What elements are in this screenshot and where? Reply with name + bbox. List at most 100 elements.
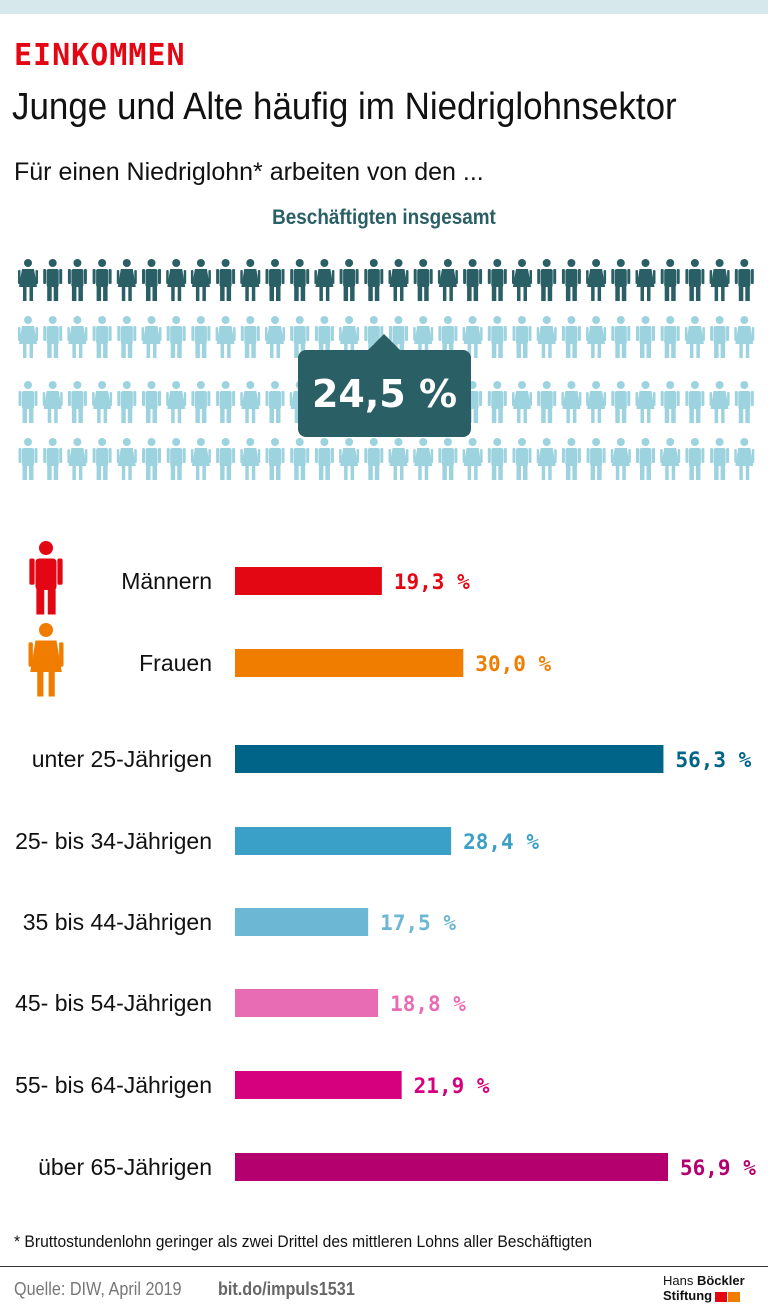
- person-icon: [141, 316, 162, 358]
- person-icon: [611, 259, 631, 301]
- person-icon: [92, 381, 113, 423]
- person-icon: [536, 438, 557, 480]
- footnote: * Bruttostundenlohn geringer als zwei Dr…: [14, 1232, 593, 1251]
- person-icon: [265, 438, 285, 480]
- bar: [235, 1153, 669, 1181]
- category-label: 25- bis 34-Jährigen: [15, 828, 212, 854]
- person-icon: [610, 438, 631, 480]
- divider: [0, 1266, 768, 1267]
- top-bar: [0, 0, 768, 14]
- person-icon: [116, 438, 137, 480]
- person-icon: [709, 259, 730, 301]
- person-icon: [67, 438, 88, 480]
- page-title: Junge und Alte häufig im Niedriglohnsekt…: [12, 86, 677, 128]
- logo-square-orange: [728, 1291, 741, 1302]
- person-icon: [190, 438, 211, 480]
- value-label: 56,9 %: [680, 1156, 756, 1180]
- person-icon: [166, 381, 187, 423]
- person-icon: [116, 259, 137, 301]
- person-icon: [586, 259, 607, 301]
- person-icon: [142, 438, 161, 480]
- person-icon: [314, 259, 335, 301]
- person-icon: [710, 438, 730, 480]
- person-icon: [215, 316, 236, 358]
- value-label: 18,8 %: [390, 992, 466, 1016]
- person-icon: [190, 259, 211, 301]
- person-icon: [710, 316, 730, 358]
- person-icon: [67, 381, 87, 423]
- person-icon: [586, 381, 607, 423]
- person-icon: [438, 438, 458, 480]
- person-icon: [635, 259, 656, 301]
- source: Quelle: DIW, April 2019: [14, 1279, 182, 1299]
- person-icon: [512, 259, 532, 301]
- person-icon: [734, 316, 755, 358]
- person-icon: [537, 259, 557, 301]
- category-label: 45- bis 54-Jährigen: [15, 990, 212, 1016]
- bar: [235, 649, 464, 677]
- person-icon: [92, 438, 112, 480]
- kicker: EINKOMMEN: [14, 38, 186, 73]
- person-icon: [487, 259, 507, 301]
- person-icon: [413, 259, 433, 301]
- value-label: 21,9 %: [414, 1074, 490, 1098]
- person-icon: [92, 316, 112, 358]
- person-icon: [117, 316, 137, 358]
- person-icon: [561, 381, 582, 423]
- person-icon: [413, 438, 434, 480]
- person-icon: [512, 316, 532, 358]
- person-icon: [191, 381, 211, 423]
- person-icon: [512, 438, 532, 480]
- value-label: 17,5 %: [380, 911, 456, 935]
- logo-text: Böckler: [696, 1273, 745, 1288]
- female-person-icon: [28, 623, 64, 697]
- person-icon: [67, 316, 88, 358]
- person-icon: [339, 259, 359, 301]
- bar: [235, 567, 382, 595]
- total-value-callout: 24,5 %: [298, 334, 471, 437]
- bar: [235, 827, 452, 855]
- person-icon: [734, 259, 754, 301]
- person-icon: [216, 438, 236, 480]
- person-icon: [166, 316, 186, 358]
- person-icon: [43, 259, 63, 301]
- person-icon: [636, 438, 655, 480]
- category-label: Männern: [121, 568, 212, 594]
- person-icon: [364, 438, 384, 480]
- person-icon: [512, 381, 532, 423]
- value-label: 19,3 %: [394, 570, 470, 594]
- person-icon: [660, 259, 680, 301]
- person-icon: [537, 381, 557, 423]
- person-icon: [18, 438, 38, 480]
- male-person-icon: [29, 541, 63, 615]
- person-icon: [685, 381, 705, 423]
- person-icon: [18, 381, 38, 423]
- person-icon: [586, 438, 606, 480]
- person-icon: [635, 381, 656, 423]
- person-icon: [339, 438, 360, 480]
- person-icon: [487, 381, 507, 423]
- person-icon: [265, 381, 285, 423]
- person-icon: [462, 438, 483, 480]
- person-icon: [413, 316, 434, 358]
- person-icon: [734, 381, 754, 423]
- person-icon: [561, 438, 581, 480]
- person-icon: [660, 316, 680, 358]
- person-icon: [660, 381, 680, 423]
- person-icon: [42, 381, 63, 423]
- category-label: 55- bis 64-Jährigen: [15, 1072, 212, 1098]
- source-link[interactable]: bit.do/impuls1531: [218, 1279, 355, 1299]
- person-icon: [43, 438, 63, 480]
- person-icon: [240, 259, 261, 301]
- bar: [235, 989, 379, 1017]
- total-label: Beschäftigten insgesamt: [272, 206, 496, 229]
- person-icon: [586, 316, 607, 358]
- person-icon: [734, 438, 755, 480]
- person-icon: [67, 259, 87, 301]
- person-icon: [290, 438, 310, 480]
- value-label: 30,0 %: [475, 652, 551, 676]
- person-icon: [290, 259, 310, 301]
- category-label: unter 25-Jährigen: [32, 746, 212, 772]
- person-icon: [561, 316, 581, 358]
- value-label: 56,3 %: [675, 748, 751, 772]
